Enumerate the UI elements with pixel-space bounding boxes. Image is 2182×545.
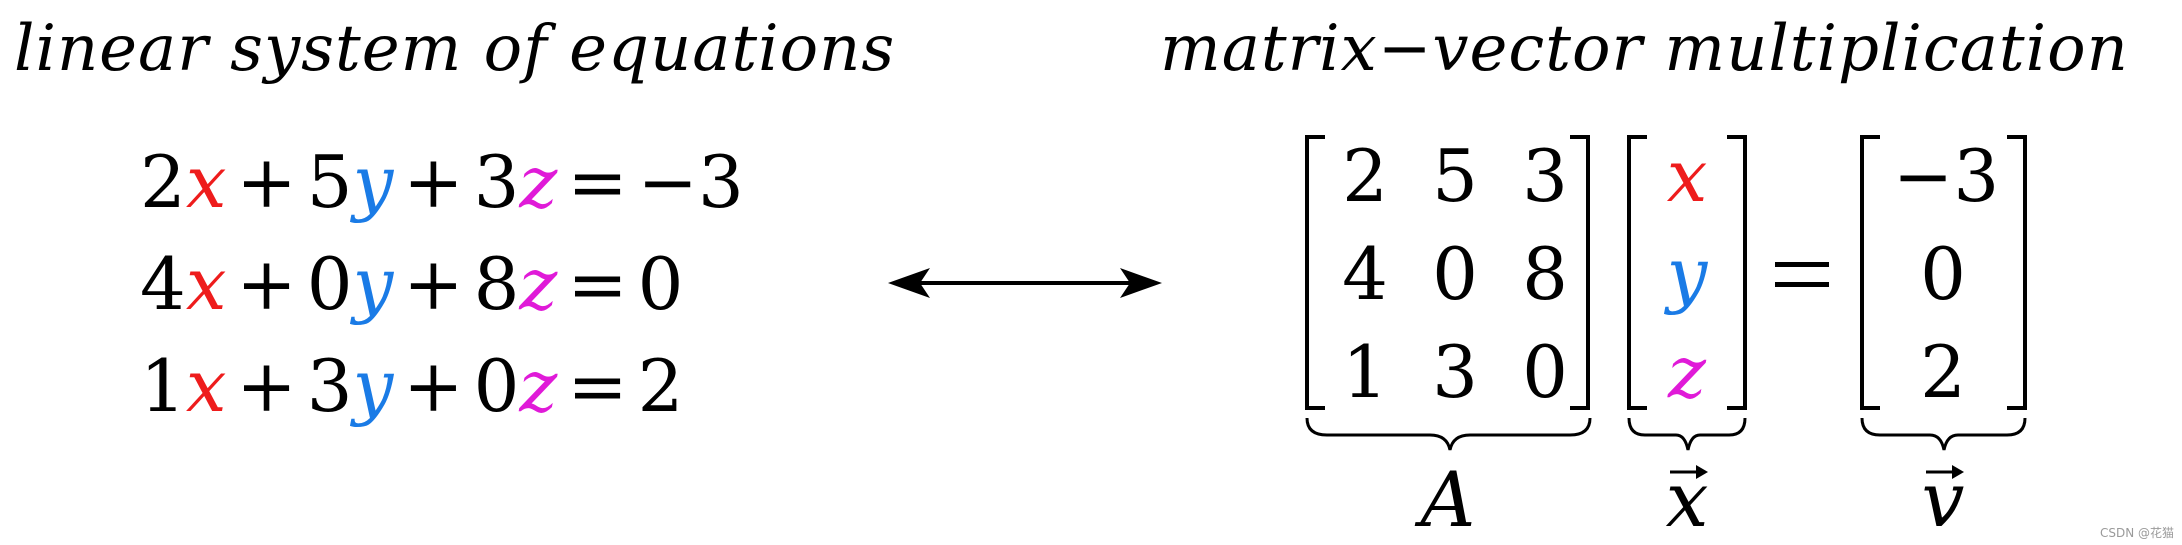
matrix-cell: 0 [1432, 232, 1478, 316]
equals-sign: = [567, 242, 628, 326]
vector-x-brackets [1627, 135, 1747, 410]
rhs-value: 0 [637, 242, 684, 326]
vector-v-entry: −3 [1893, 134, 2000, 218]
plus-sign: + [236, 242, 297, 326]
var-y: y [352, 140, 394, 224]
plus-sign: + [403, 242, 464, 326]
coef-y: 0 [306, 242, 353, 326]
double-arrow-icon [888, 268, 1162, 298]
coef-z: 3 [473, 140, 520, 224]
vector-arrow-v-icon [1926, 465, 1964, 479]
underbraces [1305, 417, 2027, 451]
coef-z: 0 [473, 344, 520, 428]
var-z: z [519, 344, 558, 428]
coef-y: 3 [306, 344, 353, 428]
matrix-cell: 8 [1522, 232, 1568, 316]
var-y: y [352, 344, 394, 428]
vector-x-entry: z [1668, 330, 1706, 414]
plus-sign: + [236, 344, 297, 428]
underbrace-A [1305, 417, 1592, 451]
vector-v-entry: 0 [1920, 232, 1966, 316]
matrix-cell: 0 [1522, 330, 1568, 414]
right-heading: matrix−vector multiplication [1160, 12, 2129, 86]
var-x: x [185, 242, 227, 326]
label-v: v [1921, 455, 1965, 544]
matrix-cell: 2 [1342, 134, 1388, 218]
coef-z: 8 [473, 242, 520, 326]
matrix-cell: 4 [1342, 232, 1388, 316]
plus-sign: + [403, 140, 464, 224]
label-x: x [1665, 455, 1709, 544]
var-z: z [519, 140, 558, 224]
vector-v-brackets [1860, 135, 2027, 410]
equation-row-1: 2x +5y +3z = −3 [140, 140, 744, 224]
left-heading: linear system of equations [14, 12, 896, 86]
matrix-cell: 3 [1522, 134, 1568, 218]
label-A: A [1420, 455, 1476, 544]
var-z: z [519, 242, 558, 326]
equation-row-2: 4x +0y +8z = 0 [140, 242, 683, 326]
var-x: x [185, 140, 227, 224]
plus-sign: + [236, 140, 297, 224]
equals-sign: = [567, 140, 628, 224]
rhs-value: 2 [637, 344, 684, 428]
underbrace-x [1627, 417, 1747, 451]
underbrace-v [1860, 417, 2027, 451]
var-y: y [352, 242, 394, 326]
matrix-cell: 5 [1432, 134, 1478, 218]
vector-x-entry: x [1666, 134, 1708, 218]
coef-x: 1 [140, 344, 186, 428]
var-x: x [185, 344, 227, 428]
equals-sign-mid [1775, 262, 1829, 287]
matrix-cell: 3 [1432, 330, 1478, 414]
matrix-cell: 1 [1342, 330, 1388, 414]
vector-arrow-x-icon [1670, 465, 1708, 479]
equation-row-3: 1x +3y +0z = 2 [140, 344, 683, 428]
coef-y: 5 [306, 140, 353, 224]
plus-sign: + [403, 344, 464, 428]
equals-sign: = [567, 344, 628, 428]
matrix-A-brackets [1305, 135, 1590, 410]
watermark: CSDN @花猫 [2099, 526, 2174, 540]
vector-x-entry: y [1666, 232, 1708, 316]
vector-v-entry: 2 [1920, 330, 1966, 414]
rhs-value: −3 [637, 140, 744, 224]
coef-x: 2 [140, 140, 186, 224]
coef-x: 4 [140, 242, 186, 326]
